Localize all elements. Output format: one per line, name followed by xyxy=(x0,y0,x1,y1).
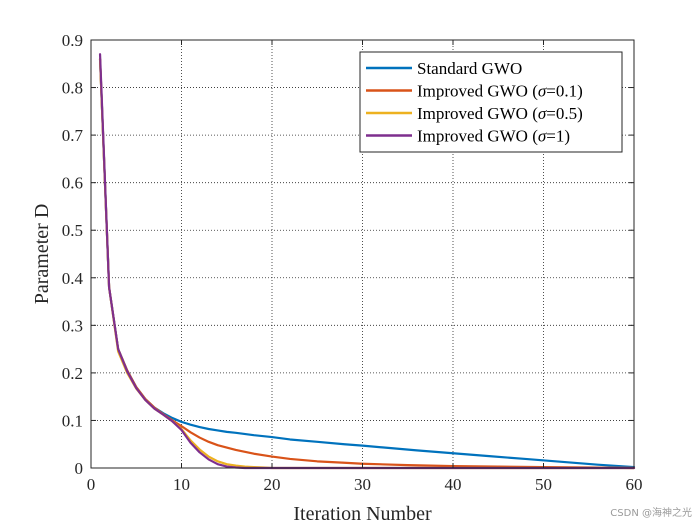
x-tick-label: 10 xyxy=(173,475,190,494)
legend: Standard GWO Improved GWO (σ=0.1) Improved… xyxy=(359,51,623,153)
x-tick-label: 60 xyxy=(626,475,643,494)
y-axis-label: Parameter D xyxy=(31,204,53,305)
y-tick-label: 0.1 xyxy=(62,411,83,430)
y-tick-label: 0.4 xyxy=(62,269,84,288)
ticks xyxy=(90,39,635,469)
y-tick-label: 0.5 xyxy=(62,221,83,240)
x-tick-label: 50 xyxy=(535,475,552,494)
legend-entry-1: Standard GWO xyxy=(417,59,522,78)
legend-entry-2: Improved GWO (σ=0.1) xyxy=(417,82,583,101)
x-axis-label: Iteration Number xyxy=(293,503,432,525)
y-tick-label: 0.7 xyxy=(62,126,84,145)
y-tick-label: 0.2 xyxy=(62,364,83,383)
legend-entry-4: Improved GWO (σ=1) xyxy=(417,127,570,146)
tick-labels: 0 10 20 30 40 50 60 0 0.1 0.2 0.3 0.4 0.5 0.6 0.7 0.8 0.… xyxy=(62,31,643,494)
y-tick-label: 0 xyxy=(75,459,84,478)
x-tick-label: 40 xyxy=(445,475,462,494)
legend-entry-3: Improved GWO (σ=0.5) xyxy=(417,104,583,123)
watermark: CSDN @海神之光 xyxy=(610,508,692,519)
x-tick-label: 0 xyxy=(87,475,96,494)
y-tick-label: 0.9 xyxy=(62,31,83,50)
grid xyxy=(91,40,634,468)
x-tick-label: 20 xyxy=(264,475,281,494)
x-tick-label: 30 xyxy=(354,475,371,494)
y-tick-label: 0.6 xyxy=(62,174,83,193)
y-tick-label: 0.3 xyxy=(62,316,83,335)
y-tick-label: 0.8 xyxy=(62,79,83,98)
